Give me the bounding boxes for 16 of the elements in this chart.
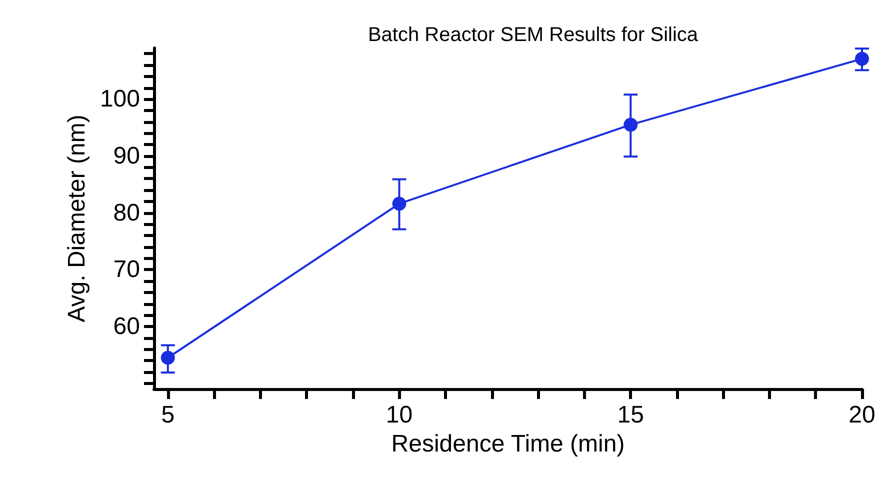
point: [392, 196, 406, 211]
point: [624, 118, 638, 132]
x-tick-label: 5: [161, 402, 175, 428]
y-tick-label: 60: [113, 312, 140, 340]
chart-title: Batch Reactor SEM Results for Silica: [368, 24, 699, 46]
y-axis-title: Avg. Diameter (nm): [64, 114, 91, 322]
x-tick-label: 20: [848, 402, 876, 428]
point: [855, 52, 869, 66]
x-axis-title: Residence Time (min): [391, 430, 625, 458]
y-tick-label: 80: [113, 199, 140, 226]
y-tick-label: 100: [100, 86, 140, 113]
x-tick-label: 10: [386, 402, 413, 428]
point: [160, 350, 175, 365]
y-tick-label: 70: [113, 256, 140, 284]
x-tick-label: 15: [617, 402, 644, 428]
y-tick-label: 90: [113, 142, 140, 170]
